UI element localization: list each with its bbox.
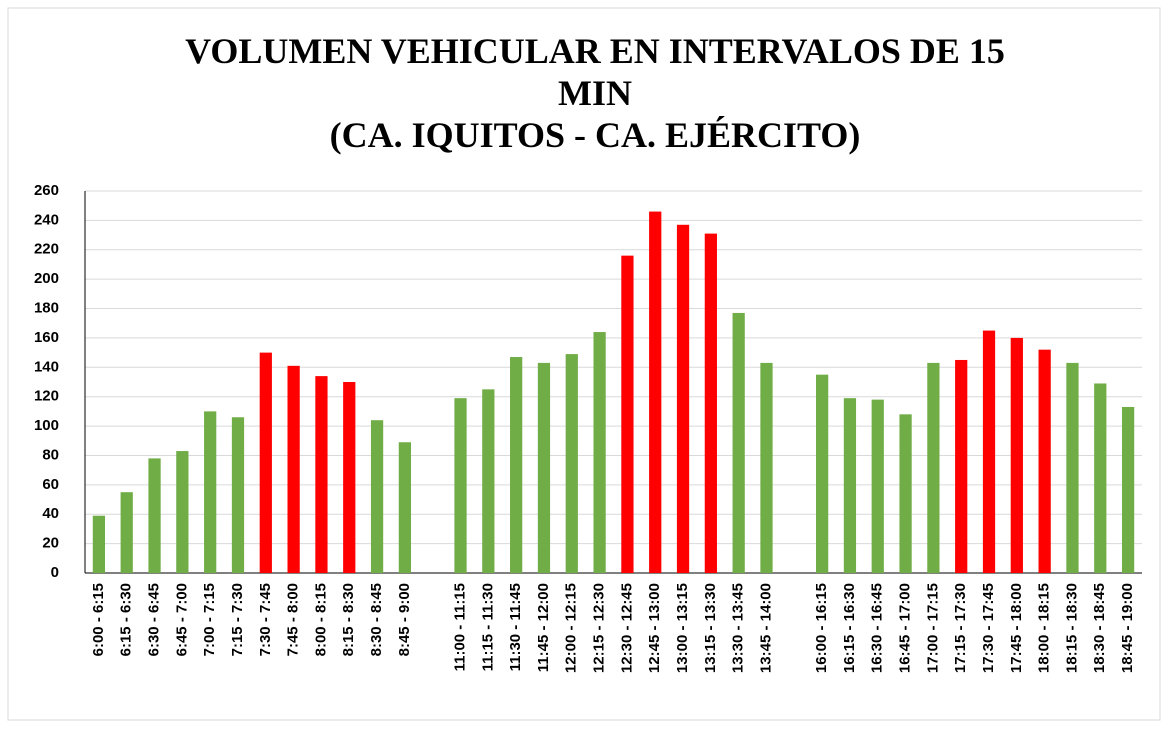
x-tick-label: 12:00 - 12:15 (563, 583, 580, 673)
bar (621, 255, 634, 573)
chart-title: VOLUMEN VEHICULAR EN INTERVALOS DE 15 (185, 31, 1005, 71)
x-tick-label: 6:30 - 6:45 (146, 583, 163, 656)
x-tick-label: 18:15 - 18:30 (1063, 583, 1080, 673)
x-tick-label: 8:00 - 8:15 (312, 583, 329, 656)
bar (176, 451, 189, 573)
bar (732, 312, 745, 573)
bar (454, 398, 467, 573)
bar (92, 515, 106, 573)
chart-title: (CA. IQUITOS - CA. EJÉRCITO) (330, 115, 861, 155)
x-tick-label: 18:30 - 18:45 (1091, 583, 1108, 673)
bar (120, 492, 133, 573)
y-tick-label: 0 (51, 564, 59, 581)
bar (871, 399, 884, 573)
y-tick-label: 260 (34, 182, 59, 199)
y-tick-label: 60 (42, 476, 59, 493)
y-tick-label: 220 (34, 241, 59, 258)
x-tick-label: 8:30 - 8:45 (368, 583, 385, 656)
bar (259, 352, 272, 573)
x-tick-label: 7:30 - 7:45 (257, 583, 274, 656)
bar (676, 224, 690, 574)
x-tick-label: 6:15 - 6:30 (118, 583, 135, 656)
bar (315, 376, 328, 573)
x-tick-label: 11:15 - 11:30 (479, 583, 496, 671)
x-tick-label: 17:30 - 17:45 (980, 583, 997, 673)
y-tick-label: 180 (34, 300, 59, 317)
x-tick-label: 16:45 - 17:00 (897, 583, 914, 673)
x-tick-label: 18:00 - 18:15 (1036, 583, 1053, 673)
bar (927, 362, 940, 573)
y-tick-label: 100 (34, 417, 59, 434)
x-tick-label: 6:45 - 7:00 (173, 583, 190, 656)
bar (815, 374, 829, 573)
bar (1121, 406, 1135, 573)
x-tick-label: 6:00 - 6:15 (90, 583, 107, 656)
bar (482, 389, 495, 573)
x-tick-label: 13:45 - 14:00 (757, 583, 774, 673)
x-tick-label: 16:15 - 16:30 (841, 583, 858, 673)
bar (704, 233, 717, 573)
x-tick-label: 17:15 - 17:30 (952, 583, 969, 673)
y-tick-label: 240 (34, 211, 59, 228)
bar (843, 398, 857, 573)
bar (982, 330, 996, 573)
bar (231, 417, 245, 573)
x-tick-label: 16:00 - 16:15 (813, 583, 830, 673)
y-tick-label: 160 (34, 329, 59, 346)
x-tick-label: 13:00 - 13:15 (674, 583, 691, 673)
bar (204, 411, 217, 573)
y-tick-label: 120 (34, 388, 59, 405)
x-tick-label: 12:15 - 12:30 (591, 583, 608, 673)
bar (955, 359, 968, 573)
bar (343, 382, 356, 573)
y-tick-label: 200 (34, 270, 59, 287)
bar (398, 442, 412, 573)
x-tick-label: 12:45 - 13:00 (646, 583, 663, 673)
x-tick-label: 11:30 - 11:45 (507, 583, 524, 671)
bar (1066, 362, 1079, 573)
bar (370, 420, 384, 573)
bar (565, 354, 578, 573)
bar (510, 357, 523, 573)
bar (1010, 337, 1023, 573)
x-tick-label: 18:45 - 19:00 (1119, 583, 1136, 673)
x-tick-label: 7:45 - 8:00 (285, 583, 302, 656)
bar (899, 414, 912, 573)
x-tick-label: 13:30 - 13:45 (730, 583, 747, 673)
chart-title: MIN (558, 73, 632, 113)
y-tick-label: 40 (42, 505, 59, 522)
bar (760, 362, 773, 573)
x-tick-label: 11:45 - 12:00 (535, 583, 552, 672)
bar (649, 211, 662, 574)
y-tick-label: 20 (42, 535, 59, 552)
x-tick-label: 13:15 - 13:30 (702, 583, 719, 673)
bar (1094, 383, 1107, 573)
bar (1038, 349, 1051, 573)
x-tick-label: 16:30 - 16:45 (869, 583, 886, 673)
x-tick-label: 7:15 - 7:30 (229, 583, 246, 656)
x-tick-label: 11:00 - 11:15 (451, 583, 468, 671)
x-tick-label: 12:30 - 12:45 (618, 583, 635, 673)
x-tick-label: 8:15 - 8:30 (340, 583, 357, 656)
x-tick-label: 8:45 - 9:00 (396, 583, 413, 656)
bar (148, 458, 161, 573)
bar (287, 365, 300, 573)
x-tick-label: 7:00 - 7:15 (201, 583, 218, 656)
bar (537, 362, 551, 573)
y-tick-label: 140 (34, 358, 59, 375)
x-tick-label: 17:45 - 18:00 (1008, 583, 1025, 673)
x-tick-label: 17:00 - 17:15 (924, 583, 941, 673)
y-tick-label: 80 (42, 446, 59, 463)
chart-frame (7, 7, 1161, 721)
bar (593, 332, 606, 573)
